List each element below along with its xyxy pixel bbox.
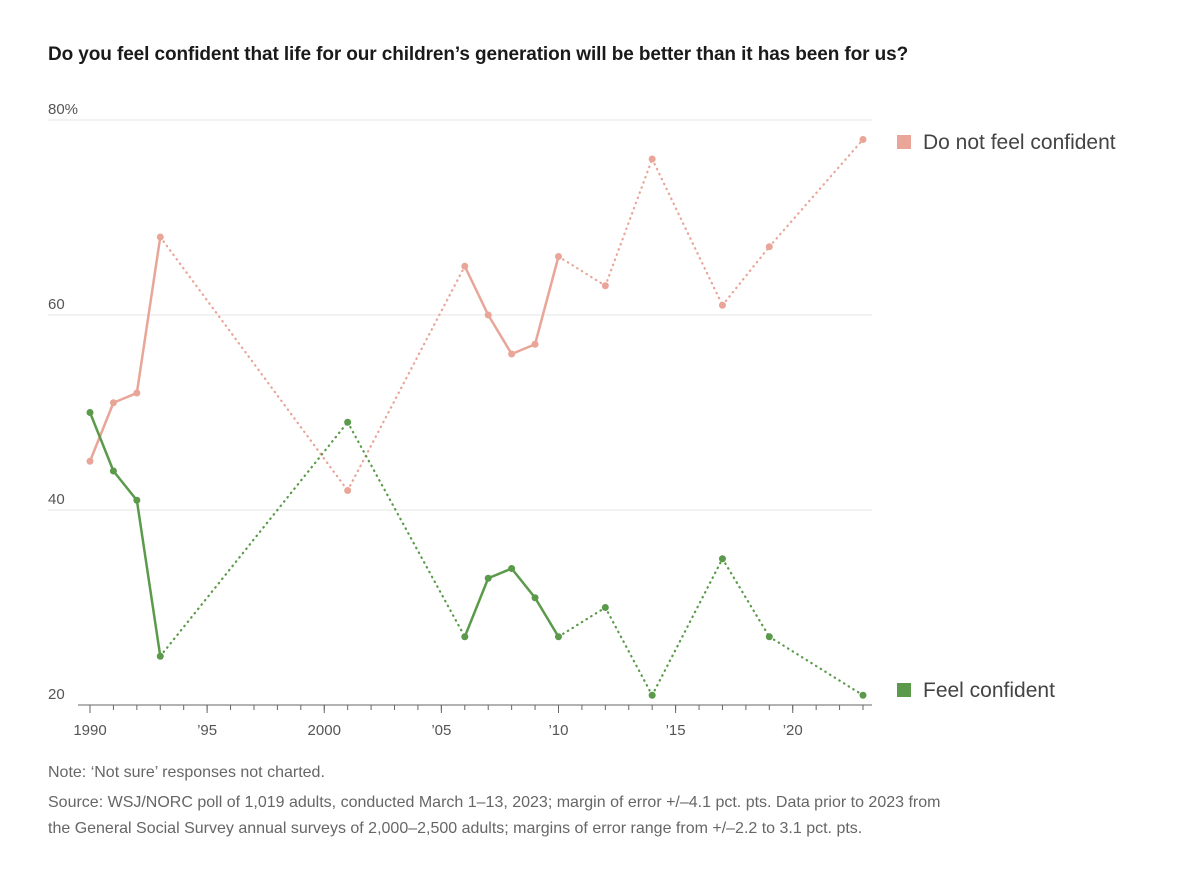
source-line-1: Source: WSJ/NORC poll of 1,019 adults, c… (48, 794, 941, 811)
data-point (601, 282, 609, 290)
x-axis: 1990 ’95 2000 ’05 ’10 ’15 ’20 (73, 704, 872, 739)
series-segment-solid (533, 596, 560, 638)
series-segment-dotted (768, 635, 865, 697)
data-point (461, 633, 469, 641)
series-segment-dotted (346, 265, 466, 492)
data-point (718, 301, 726, 309)
series-segment-dotted (604, 157, 654, 287)
x-tick-label: 2000 (308, 722, 341, 739)
data-point (601, 604, 609, 611)
source-line-2: the General Social Survey annual surveys… (48, 820, 863, 837)
x-tick-label: ’95 (197, 722, 217, 739)
data-point (859, 136, 867, 143)
data-point (109, 399, 117, 407)
y-tick-label: 20 (48, 686, 65, 703)
data-point (648, 155, 656, 163)
series-segment-solid (463, 577, 490, 638)
data-point (344, 487, 352, 494)
data-point (554, 253, 562, 260)
y-tick-label: 80% (48, 101, 78, 118)
series-segment-dotted (346, 421, 466, 638)
series-segment-dotted (651, 557, 724, 697)
series-segment-dotted (159, 235, 349, 492)
series-segment-dotted (721, 557, 771, 638)
x-tick-label: 1990 (73, 722, 106, 739)
data-point (86, 457, 94, 465)
series-not_confident (86, 136, 867, 494)
series-segment-solid (486, 313, 513, 356)
data-point (484, 574, 492, 582)
y-tick-label: 40 (48, 491, 65, 508)
legend-swatch (897, 135, 911, 149)
legend-swatch (897, 683, 911, 697)
data-point (109, 467, 117, 475)
series-segment-dotted (557, 255, 607, 287)
data-point (484, 311, 492, 319)
data-point (133, 389, 141, 397)
series-segment-solid (486, 567, 513, 580)
data-point (461, 262, 469, 270)
data-point (554, 633, 562, 641)
series-segment-solid (510, 567, 537, 599)
series-segment-solid (510, 343, 537, 356)
series-segment-solid (88, 401, 115, 463)
x-tick-label: ’15 (666, 722, 686, 739)
series-segment-solid (112, 391, 139, 404)
legend-label: Do not feel confident (923, 131, 1116, 154)
series-segment-dotted (557, 606, 607, 638)
data-point (765, 243, 773, 251)
series-segment-solid (135, 499, 162, 658)
legend-item-not_confident: Do not feel confident (897, 131, 1116, 154)
x-tick-label: ’10 (548, 722, 568, 739)
legend-label: Feel confident (923, 679, 1055, 702)
chart-title: Do you feel confident that life for our … (48, 44, 909, 65)
data-point (86, 409, 94, 416)
data-point (718, 555, 726, 563)
data-point (508, 565, 516, 572)
series-segment-solid (135, 235, 162, 395)
legend-item-confident: Feel confident (897, 679, 1055, 702)
data-point (156, 233, 164, 241)
series-segment-dotted (768, 138, 865, 248)
data-point (648, 691, 656, 699)
y-axis: 80% 60 40 20 (48, 101, 78, 703)
series (86, 136, 867, 699)
series-segment-solid (463, 265, 490, 317)
data-point (133, 496, 141, 504)
gridlines (48, 119, 872, 511)
series-segment-dotted (651, 157, 724, 307)
series-confident (86, 409, 867, 699)
series-segment-dotted (721, 245, 771, 307)
line-chart: 80% 60 40 20 1990 ’95 2000 ’05 ’10 ’15 ’20 Do not… (48, 101, 1116, 739)
legend: Do not feel confident Feel confident (897, 131, 1116, 702)
series-segment-dotted (159, 421, 349, 658)
series-segment-solid (112, 469, 139, 502)
data-point (531, 594, 539, 602)
x-tick-label: ’20 (783, 722, 803, 739)
series-segment-solid (88, 411, 115, 473)
y-tick-label: 60 (48, 296, 65, 313)
data-point (765, 633, 773, 641)
data-point (508, 350, 516, 358)
chart-note: Note: ‘Not sure’ responses not charted. (48, 764, 325, 781)
series-segment-solid (533, 255, 560, 346)
series-segment-dotted (604, 606, 654, 697)
data-point (531, 340, 539, 348)
data-point (859, 691, 867, 699)
data-point (344, 418, 352, 426)
x-tick-label: ’05 (431, 722, 451, 739)
data-point (156, 652, 164, 660)
